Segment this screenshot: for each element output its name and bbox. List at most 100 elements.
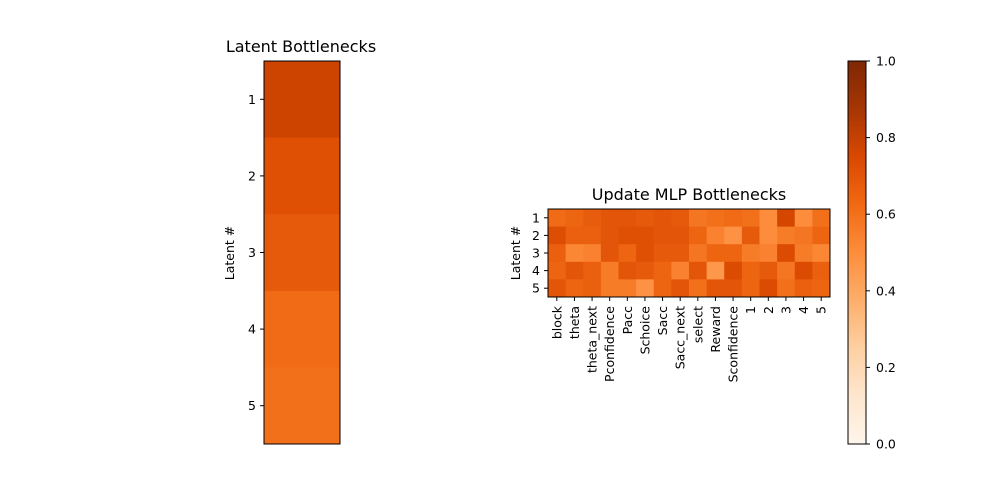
latent-bottlenecks-heatmap: 1 2 3 4 5 [248,60,341,445]
heatmap-cell [689,261,708,280]
heatmap-cell [812,244,831,263]
heatmap-cell [565,244,584,263]
heatmap-cell [794,244,813,263]
x-tick-label: theta_next [585,306,600,373]
y-tick-label: 5 [532,281,540,296]
y-tick-label: 2 [532,228,540,243]
heatmap-cell [741,209,760,228]
heatmap-cell [548,244,567,263]
heatmap-cell [759,209,778,228]
heatmap-cell [671,279,690,298]
heatmap-cell [777,261,796,280]
x-tick-label: select [690,306,705,343]
heatmap-cell [264,290,341,368]
heatmap-cell [777,244,796,263]
heatmap-cell [689,244,708,263]
heatmap-cell [548,279,567,298]
heatmap-cell [741,244,760,263]
y-tick-label: 3 [248,245,256,260]
x-tick-label: 2 [761,306,776,314]
heatmap-cell [706,244,725,263]
heatmap-cell [653,226,672,245]
heatmap-cell [548,226,567,245]
heatmap-cell [777,209,796,228]
heatmap-cell [653,279,672,298]
heatmap-cell [724,226,743,245]
colorbar: 0.0 0.2 0.4 0.6 0.8 1.0 [847,54,896,452]
heatmap-cell [706,226,725,245]
x-tick-label: Reward [708,306,723,353]
heatmap-cell [264,214,341,292]
x-tick-label: Schoice [637,306,652,355]
heatmap-cell [812,209,831,228]
latent-bottlenecks-ylabel: Latent # [222,226,237,281]
heatmap-cell [759,261,778,280]
update-mlp-bottlenecks-title: Update MLP Bottlenecks [592,185,786,204]
latent-bottlenecks-title: Latent Bottlenecks [226,37,376,56]
x-tick-label: 5 [814,306,829,314]
heatmap-cell [724,279,743,298]
heatmap-cell [706,209,725,228]
colorbar-tick-label: 0.6 [876,207,896,222]
heatmap-cell [636,279,655,298]
y-tick-label: 4 [532,263,540,278]
x-tick-label: Sacc_next [673,306,688,369]
x-tick-label: 1 [743,306,758,314]
heatmap-cell [636,209,655,228]
x-tick-label: Sconfidence [726,306,741,383]
heatmap-cell [671,209,690,228]
y-tick-label: 1 [248,92,256,107]
y-tick-label: 5 [248,398,256,413]
heatmap-cell [794,279,813,298]
heatmap-cell [548,261,567,280]
heatmap-cell [741,279,760,298]
heatmap-cell [600,261,619,280]
heatmap-cell [812,226,831,245]
heatmap-cell [583,279,602,298]
colorbar-tick-label: 0.8 [876,130,896,145]
colorbar-tick-label: 0.2 [876,360,896,375]
heatmap-cell [264,367,341,445]
heatmap-cell [636,226,655,245]
heatmap-cell [565,279,584,298]
heatmap-cell [759,244,778,263]
heatmap-cell [618,226,637,245]
heatmap-cell [264,61,341,139]
heatmap-cell [671,244,690,263]
update-mlp-bottlenecks-ylabel: Latent # [508,226,523,281]
heatmap-cell [583,226,602,245]
heatmap-cell [794,261,813,280]
heatmap-cell [689,226,708,245]
heatmap-cell [548,209,567,228]
heatmap-cell [724,244,743,263]
x-tick-label: Sacc [655,306,670,335]
y-tick-label: 1 [532,210,540,225]
heatmap-cell [741,261,760,280]
heatmap-cell [565,261,584,280]
heatmap-cell [706,279,725,298]
y-tick-label: 3 [532,246,540,261]
heatmap-cell [759,279,778,298]
heatmap-cell [671,261,690,280]
y-tick-label: 4 [248,322,256,337]
heatmap-cell [618,209,637,228]
heatmap-cell [618,261,637,280]
x-tick-label: 4 [796,306,811,314]
x-tick-label: Pconfidence [602,306,617,382]
heatmap-cell [794,209,813,228]
heatmap-cell [812,279,831,298]
heatmap-cell [671,226,690,245]
heatmap-cell [653,209,672,228]
heatmap-cell [636,244,655,263]
heatmap-cell [653,244,672,263]
heatmap-cell [565,209,584,228]
heatmap-cell [600,209,619,228]
heatmap-cell [777,226,796,245]
x-tick-label: 3 [778,306,793,314]
colorbar-gradient [847,60,867,445]
heatmap-cell [583,209,602,228]
x-tick-label: theta [567,306,582,339]
heatmap-cell [565,226,584,245]
